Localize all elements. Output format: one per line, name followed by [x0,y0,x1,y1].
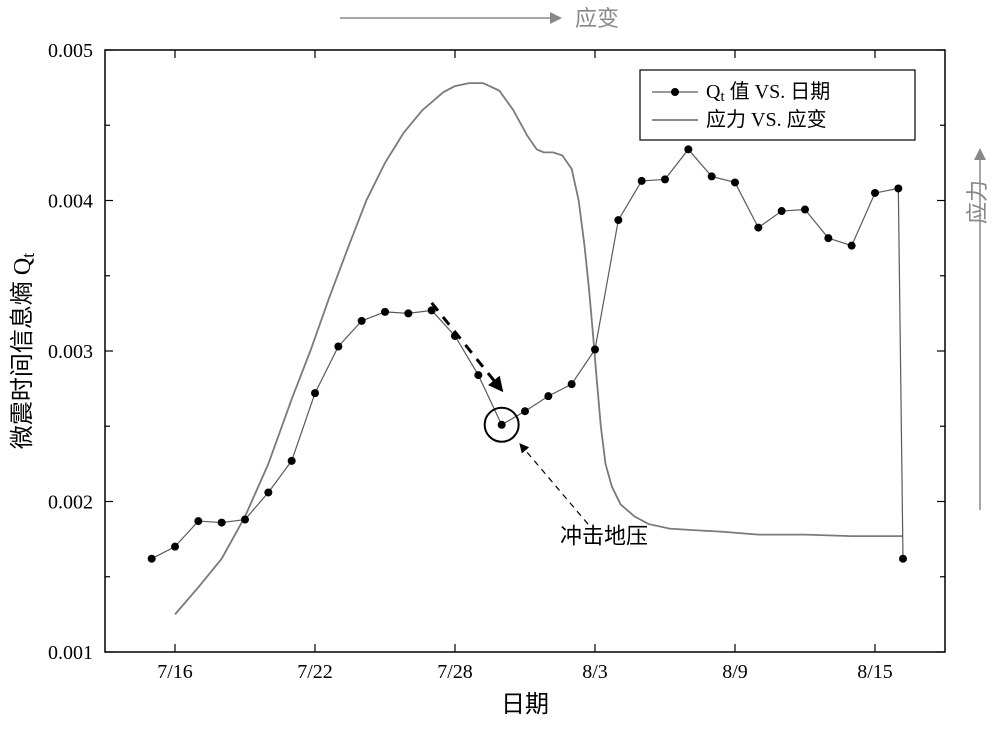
qt-marker [218,519,226,527]
qt-marker [778,207,786,215]
qt-marker [404,309,412,317]
y-axis-label: 微震时间信息熵 Qt [9,253,38,449]
ytick-label: 0.005 [48,40,93,62]
qt-marker [311,389,319,397]
qt-marker [544,392,552,400]
qt-line [152,149,903,558]
qt-marker [474,371,482,379]
xtick-label: 8/3 [582,661,608,683]
qt-marker [591,345,599,353]
dashed-arrow-thin [520,444,588,524]
qt-marker [171,543,179,551]
chart-svg: 0.001 0.002 0.003 0.004 0.005 7/16 7/22 7/28 8/3… [0,0,1000,740]
qt-marker [381,308,389,316]
xtick-label: 7/22 [297,661,333,683]
qt-marker [848,242,856,250]
qt-marker [288,457,296,465]
qt-marker [264,488,272,496]
qt-marker [521,407,529,415]
qt-marker [684,145,692,153]
xtick-label: 7/28 [437,661,473,683]
qt-marker [148,555,156,563]
qt-marker [334,342,342,350]
annotation-text: 冲击地压 [560,524,648,549]
xtick-label: 8/15 [857,661,893,683]
chart-container: 0.001 0.002 0.003 0.004 0.005 7/16 7/22 7/28 8/3… [0,0,1000,740]
ytick-label: 0.003 [48,341,93,363]
dashed-arrow-thick [432,303,502,390]
xtick-label: 7/16 [157,661,193,683]
ytick-label: 0.004 [48,191,93,213]
qt-marker [894,184,902,192]
stress-strain-curve [175,83,903,614]
qt-marker [801,206,809,214]
qt-marker [241,516,249,524]
qt-marker [614,216,622,224]
right-arrow-label: 应力 [965,180,990,224]
qt-marker [661,175,669,183]
qt-marker [568,380,576,388]
qt-marker [498,421,506,429]
qt-marker [708,172,716,180]
qt-marker [638,177,646,185]
ytick-label: 0.002 [48,492,93,514]
legend-label-1: Qt 值 VS. 日期 [706,80,830,105]
qt-marker [731,178,739,186]
qt-marker [899,555,907,563]
qt-marker [871,189,879,197]
ytick-label: 0.001 [48,642,93,664]
x-axis-label: 日期 [501,692,549,718]
qt-marker [824,234,832,242]
qt-marker [194,517,202,525]
xtick-label: 8/9 [722,661,748,683]
legend-label-2: 应力 VS. 应变 [706,108,827,131]
legend-marker-1 [671,88,679,96]
qt-marker [754,224,762,232]
top-arrow-label: 应变 [575,6,619,31]
qt-marker [358,317,366,325]
